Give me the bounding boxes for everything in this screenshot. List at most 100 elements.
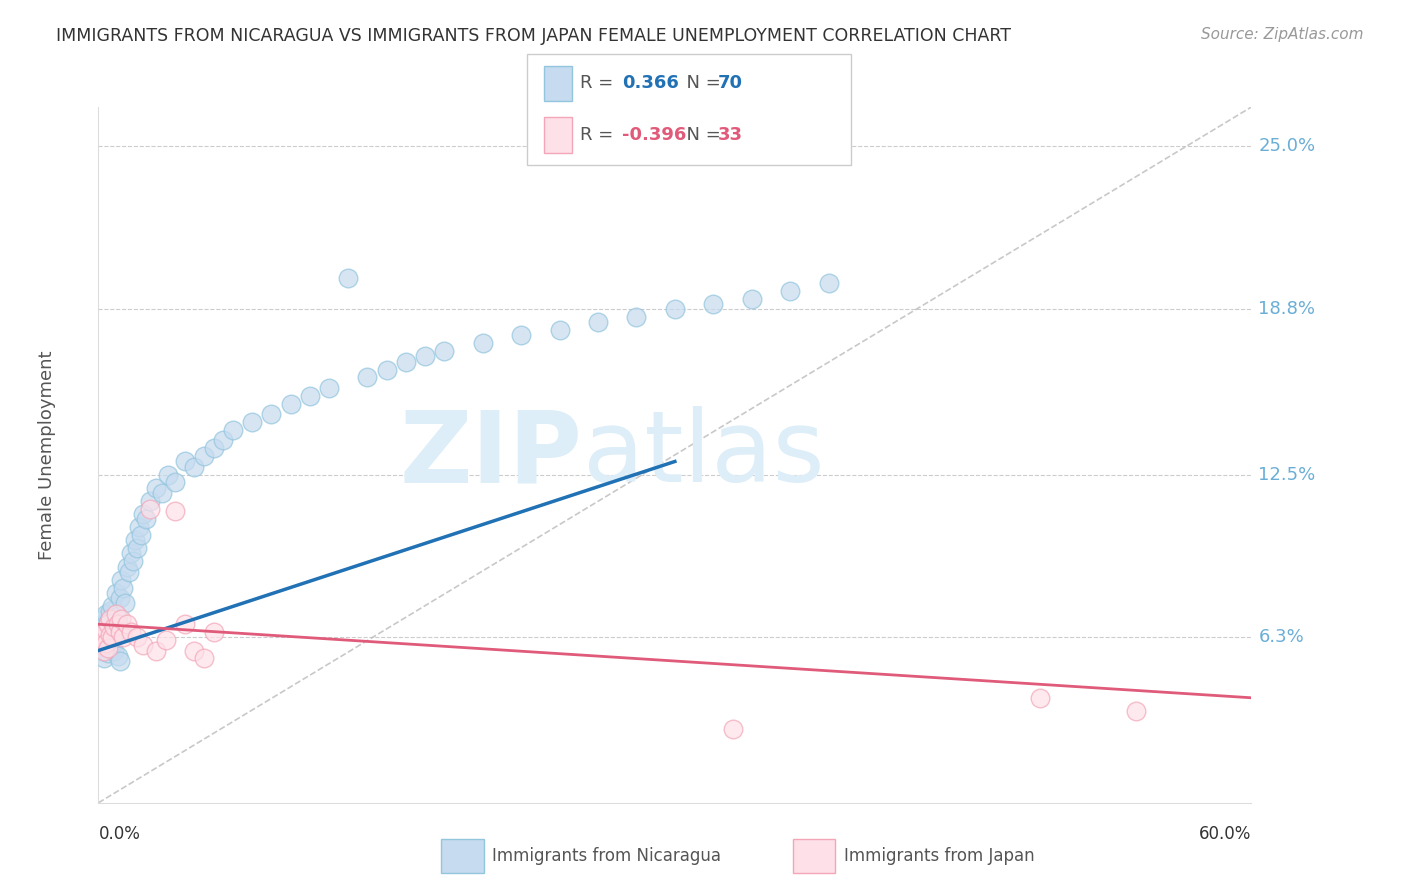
Point: [356, 370, 378, 384]
Text: -0.396: -0.396: [621, 126, 686, 144]
Text: 0.0%: 0.0%: [98, 825, 141, 843]
Point: [125, 631, 148, 645]
Point: [107, 648, 129, 663]
Point: [97, 635, 120, 649]
Text: 60.0%: 60.0%: [1199, 825, 1251, 843]
Text: ZIP: ZIP: [399, 407, 582, 503]
Point: [395, 355, 418, 369]
Point: [129, 528, 152, 542]
Point: [117, 559, 138, 574]
Point: [98, 612, 121, 626]
Point: [433, 344, 456, 359]
Point: [108, 654, 131, 668]
Text: 6.3%: 6.3%: [1258, 628, 1305, 647]
Point: [120, 625, 142, 640]
Point: [89, 631, 111, 645]
Text: N =: N =: [675, 126, 727, 144]
Point: [110, 612, 132, 626]
Point: [202, 625, 225, 640]
Point: [104, 631, 127, 645]
Point: [91, 643, 114, 657]
Point: [94, 623, 117, 637]
Point: [97, 640, 120, 655]
Point: [93, 633, 115, 648]
Point: [155, 633, 177, 648]
Point: [721, 723, 744, 737]
Point: [104, 586, 127, 600]
Point: [135, 512, 157, 526]
Point: [193, 651, 215, 665]
Point: [375, 362, 398, 376]
Point: [1029, 690, 1052, 705]
Point: [93, 651, 115, 665]
Point: [93, 612, 115, 626]
Point: [183, 643, 205, 657]
Text: Immigrants from Japan: Immigrants from Japan: [844, 847, 1035, 865]
Point: [94, 625, 117, 640]
Point: [94, 607, 117, 621]
Point: [212, 434, 235, 448]
Point: [93, 643, 115, 657]
Text: R =: R =: [579, 126, 619, 144]
Point: [108, 625, 131, 640]
Point: [471, 336, 494, 351]
Point: [183, 459, 205, 474]
Point: [91, 625, 114, 640]
Point: [139, 494, 162, 508]
Point: [97, 617, 120, 632]
Text: 18.8%: 18.8%: [1258, 301, 1316, 318]
Point: [110, 623, 132, 637]
Point: [93, 631, 115, 645]
Point: [91, 617, 114, 632]
Point: [280, 397, 302, 411]
Point: [131, 638, 153, 652]
Point: [337, 270, 360, 285]
Point: [117, 617, 138, 632]
Point: [98, 628, 121, 642]
Text: 25.0%: 25.0%: [1258, 137, 1316, 155]
Point: [1125, 704, 1147, 718]
Point: [202, 442, 225, 456]
Point: [107, 617, 129, 632]
Text: 33: 33: [717, 126, 742, 144]
Point: [298, 389, 321, 403]
Point: [112, 581, 135, 595]
Point: [101, 638, 124, 652]
Point: [139, 501, 162, 516]
Point: [108, 591, 131, 605]
Point: [664, 302, 686, 317]
Point: [110, 573, 132, 587]
Text: 0.366: 0.366: [621, 75, 679, 93]
Point: [94, 640, 117, 655]
Text: Immigrants from Nicaragua: Immigrants from Nicaragua: [492, 847, 721, 865]
Text: IMMIGRANTS FROM NICARAGUA VS IMMIGRANTS FROM JAPAN FEMALE UNEMPLOYMENT CORRELATI: IMMIGRANTS FROM NICARAGUA VS IMMIGRANTS …: [56, 27, 1011, 45]
Point: [118, 565, 141, 579]
Point: [779, 284, 801, 298]
Point: [586, 315, 609, 329]
Text: N =: N =: [675, 75, 727, 93]
Point: [817, 276, 839, 290]
Point: [702, 297, 724, 311]
Text: 12.5%: 12.5%: [1258, 466, 1316, 483]
Point: [131, 507, 153, 521]
Point: [101, 631, 124, 645]
Point: [125, 541, 148, 555]
Point: [112, 631, 135, 645]
Point: [174, 617, 197, 632]
Point: [91, 638, 114, 652]
Point: [165, 504, 187, 518]
Point: [548, 323, 571, 337]
Point: [413, 350, 436, 364]
Point: [124, 533, 146, 548]
Point: [145, 643, 167, 657]
Point: [97, 646, 120, 660]
Point: [94, 635, 117, 649]
Point: [510, 328, 533, 343]
Point: [260, 407, 283, 421]
Point: [145, 481, 167, 495]
Point: [98, 604, 121, 618]
Point: [101, 599, 124, 613]
Text: R =: R =: [579, 75, 619, 93]
Point: [114, 596, 136, 610]
Point: [104, 607, 127, 621]
